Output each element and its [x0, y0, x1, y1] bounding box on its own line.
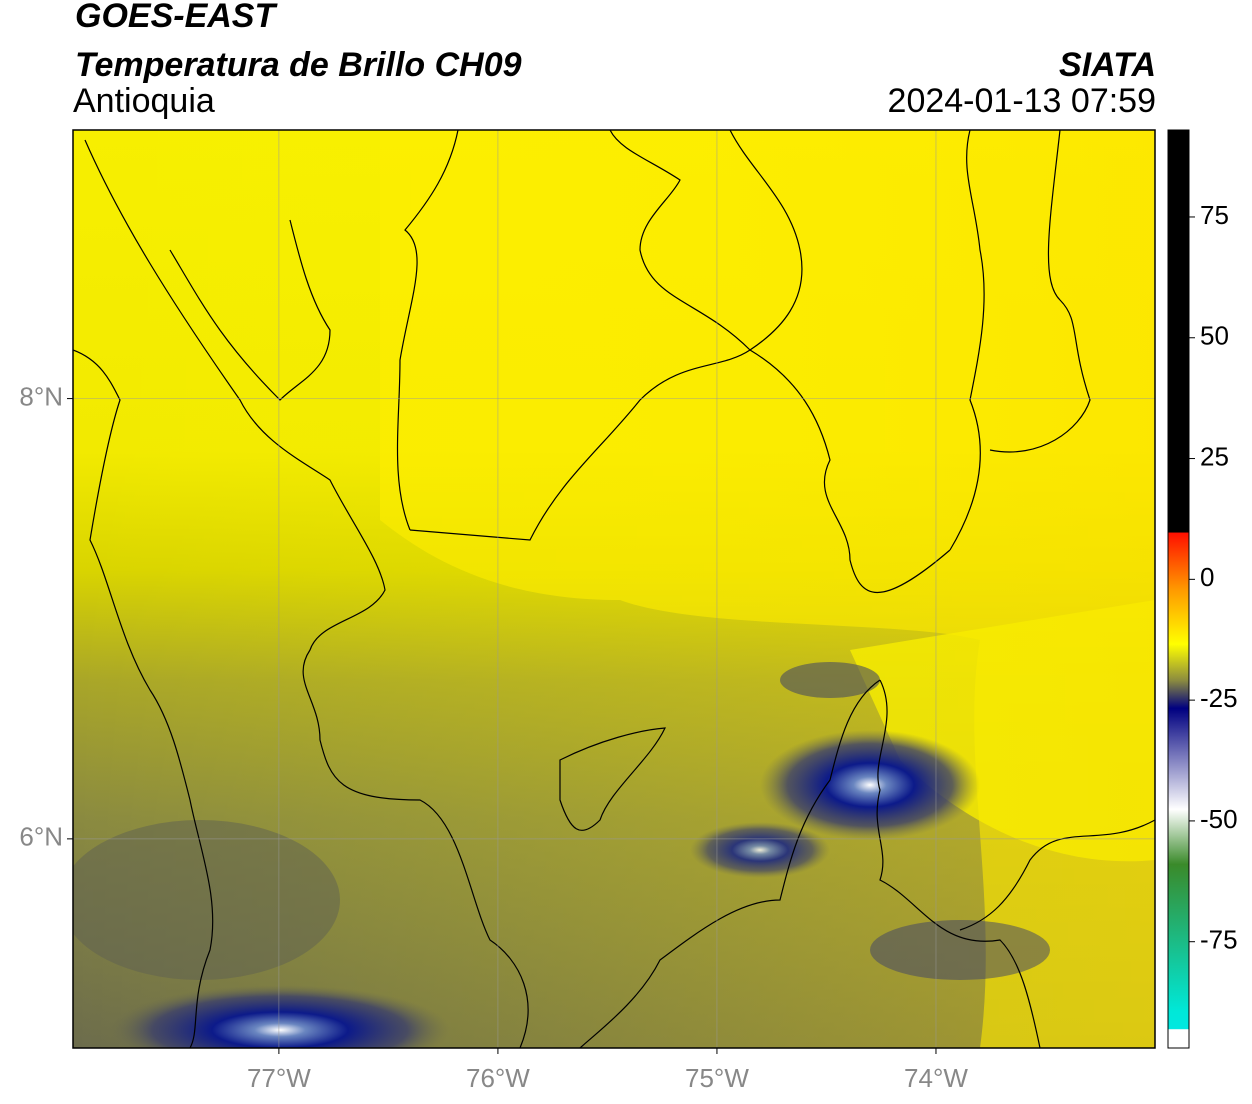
x-tick-label: 75°W [685, 1063, 749, 1093]
colorbar-ticks [1189, 216, 1195, 943]
colorbar-tick-label: -75 [1200, 925, 1238, 955]
colorbar-tick-label: 75 [1200, 200, 1229, 230]
colorbar-tick-label: 50 [1200, 321, 1229, 351]
datetime: 2024-01-13 07:59 [888, 82, 1156, 120]
colorbar-tick-label: 0 [1200, 562, 1214, 592]
region: Antioquia [73, 82, 215, 120]
y-tick-label: 6°N [19, 822, 63, 852]
x-tick-label: 74°W [904, 1063, 968, 1093]
graticule [67, 130, 1155, 1054]
colorbar [1167, 129, 1190, 1049]
title: GOES-EAST [75, 0, 278, 35]
borders [73, 130, 1155, 1048]
colorbar-tick-label: -50 [1200, 804, 1238, 834]
subtitle: Temperatura de Brillo CH09 [75, 46, 522, 84]
source: SIATA [1059, 46, 1156, 84]
y-tick-label: 8°N [19, 381, 63, 411]
temperature-field [73, 130, 1155, 1048]
colorbar-tick-label: 25 [1200, 441, 1229, 471]
map-frame [72, 129, 1156, 1049]
x-tick-label: 76°W [466, 1063, 530, 1093]
colorbar-tick-label: -25 [1200, 683, 1238, 713]
x-tick-label: 77°W [247, 1063, 311, 1093]
